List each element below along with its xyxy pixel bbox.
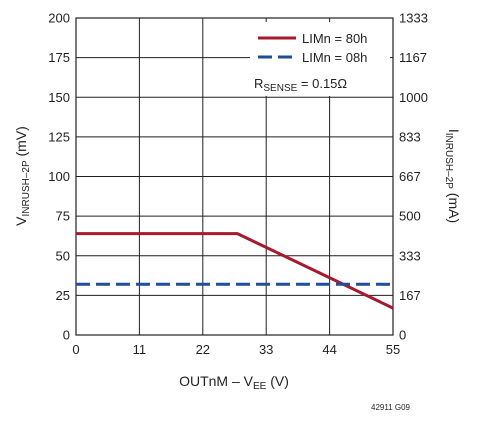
- left-tick-label: 25: [56, 288, 70, 303]
- legend-label-series-2: LIMn = 08h: [302, 50, 367, 65]
- right-tick-label: 1000: [399, 90, 428, 105]
- figure-id: 42911 G09: [371, 403, 411, 412]
- right-tick-label: 0: [399, 328, 406, 343]
- left-tick-label: 75: [56, 209, 70, 224]
- x-axis-ticks: 0 11 22 33 44 55: [72, 342, 400, 357]
- right-axis-title: IINRUSH–2P (mA): [443, 129, 462, 223]
- x-tick-label: 44: [322, 342, 336, 357]
- right-tick-label: 667: [399, 169, 421, 184]
- left-tick-label: 0: [63, 328, 70, 343]
- right-tick-label: 1167: [399, 50, 427, 65]
- right-tick-label: 833: [399, 129, 421, 144]
- x-tick-label: 22: [196, 342, 210, 357]
- legend-background: [250, 22, 390, 96]
- right-axis-ticks: 0 167 333 500 667 833 1000 1167 1333: [399, 11, 428, 343]
- left-axis-title: VINRUSH–2P (mV): [13, 126, 32, 226]
- x-axis-title: OUTnM – VEE (V): [179, 373, 289, 392]
- plot-border: [75, 17, 394, 336]
- right-tick-label: 500: [399, 209, 421, 224]
- x-tick-label: 55: [386, 342, 400, 357]
- left-tick-label: 175: [48, 50, 70, 65]
- x-tick-label: 11: [133, 342, 147, 357]
- right-tick-label: 1333: [399, 11, 428, 26]
- left-tick-label: 50: [56, 248, 70, 263]
- plot-frame: [75, 17, 394, 336]
- series-line-1: [76, 232, 394, 310]
- series-layer: [76, 232, 394, 310]
- left-tick-label: 200: [48, 11, 70, 26]
- x-tick-label: 0: [72, 342, 79, 357]
- right-tick-label: 333: [399, 248, 421, 263]
- legend: LIMn = 80h LIMn = 08h RSENSE = 0.15Ω: [250, 22, 390, 96]
- rsense-annotation: RSENSE = 0.15Ω: [254, 76, 347, 94]
- x-tick-label: 33: [259, 342, 273, 357]
- right-tick-label: 167: [399, 288, 421, 303]
- legend-label-series-1: LIMn = 80h: [302, 31, 367, 46]
- left-axis-ticks: 0 25 50 75 100 125 150 175 200: [48, 11, 70, 343]
- left-tick-label: 100: [48, 169, 70, 184]
- left-tick-label: 125: [48, 129, 70, 144]
- left-tick-label: 150: [48, 90, 70, 105]
